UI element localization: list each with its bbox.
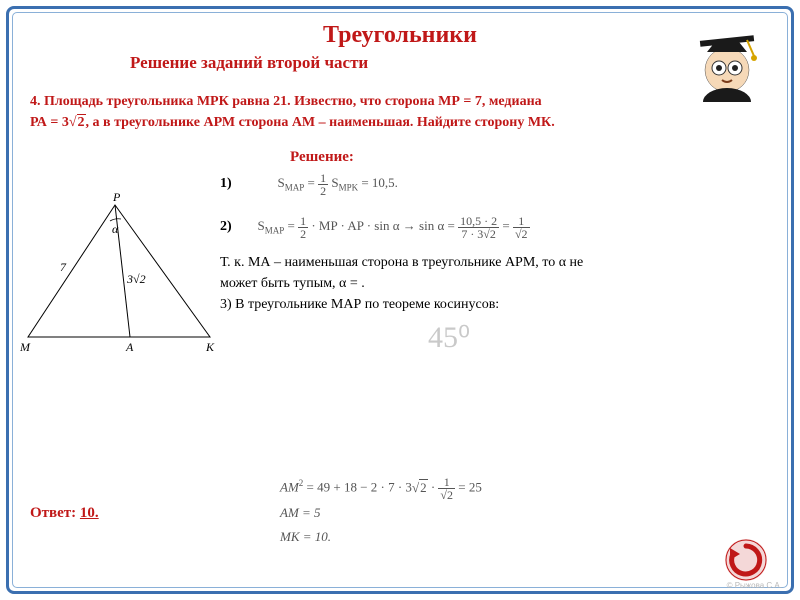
- solution-label: Решение:: [290, 149, 770, 166]
- solution-steps: 1) SMAP = 12 SMPK = 10,5. 2) SMAP = 12 ·…: [220, 172, 770, 315]
- step-1-num: 1): [220, 176, 244, 192]
- explain-line3: 3) В треугольнике МАР по теореме косинус…: [220, 297, 499, 312]
- problem-number: 4.: [30, 94, 41, 109]
- bottom-equations: AM2 = 49 + 18 − 2 · 7 · 32 · 1√2 = 25 AM…: [280, 475, 482, 548]
- answer-block: Ответ: 10.: [30, 505, 99, 522]
- eq-am: AM = 5: [280, 501, 482, 524]
- sqrt-icon: 2: [69, 112, 86, 133]
- ghost-angle-value: 45⁰: [428, 320, 470, 355]
- step-2-equation: SMAP = 12 · MP · AP · sin α → sin α = 10…: [258, 218, 530, 233]
- explain-line1: Т. к. МА – наименьшая сторона в треуголь…: [220, 255, 583, 270]
- slide-content: Треугольники Решение заданий второй част…: [30, 16, 770, 584]
- vertex-a-label: A: [125, 340, 134, 354]
- explanation: Т. к. МА – наименьшая сторона в треуголь…: [220, 252, 770, 315]
- eq-am-squared: AM2 = 49 + 18 − 2 · 7 · 32 · 1√2 = 25: [280, 475, 482, 501]
- watermark: © Рыжова С.А.: [727, 581, 782, 590]
- answer-label: Ответ:: [30, 505, 80, 521]
- step-2: 2) SMAP = 12 · MP · AP · sin α → sin α =…: [220, 215, 770, 240]
- step-1-equation: SMAP = 12 SMPK = 10,5.: [278, 175, 398, 190]
- problem-line2a: РА = 3: [30, 115, 69, 130]
- median-pa-label: 3√2: [126, 272, 146, 286]
- refresh-icon: [724, 538, 768, 582]
- solution-body: P M A K 7 3√2 α 1) SMAP = 12 SMPK = 10,5…: [30, 172, 770, 315]
- page-subtitle: Решение заданий второй части: [30, 53, 770, 73]
- mascot-icon: [692, 22, 762, 102]
- step-1: 1) SMAP = 12 SMPK = 10,5.: [220, 172, 770, 197]
- step-2-num: 2): [220, 219, 244, 235]
- answer-value: 10.: [80, 505, 99, 521]
- page-title: Треугольники: [30, 22, 770, 49]
- refresh-button[interactable]: [724, 538, 768, 582]
- side-mp-label: 7: [60, 260, 67, 274]
- angle-alpha-label: α: [112, 222, 119, 236]
- explain-line2: может быть тупым, α = .: [220, 276, 365, 291]
- vertex-p-label: P: [112, 192, 121, 204]
- problem-line1: Площадь треугольника МРК равна 21. Извес…: [44, 94, 542, 109]
- vertex-k-label: K: [205, 340, 215, 354]
- problem-statement: 4. Площадь треугольника МРК равна 21. Из…: [30, 91, 770, 133]
- problem-line2b: , а в треугольнике АРМ сторона АМ – наим…: [86, 115, 555, 130]
- vertex-m-label: M: [20, 340, 31, 354]
- eq-mk: MK = 10.: [280, 525, 482, 548]
- triangle-figure: P M A K 7 3√2 α: [20, 192, 220, 362]
